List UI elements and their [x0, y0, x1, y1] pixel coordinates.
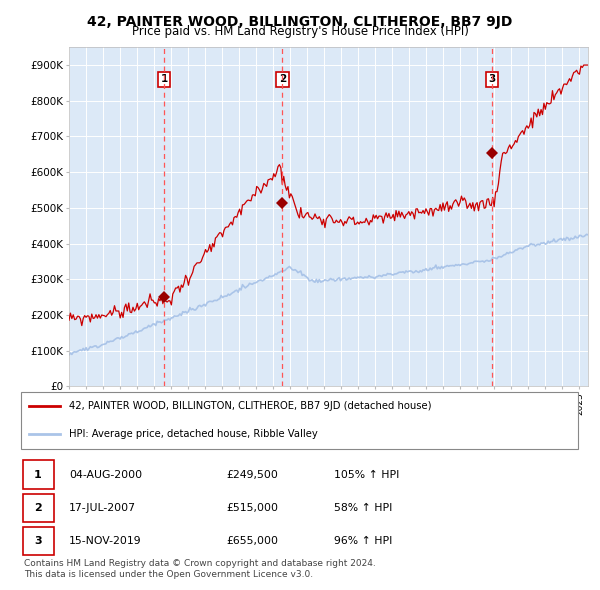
Text: 04-AUG-2000: 04-AUG-2000: [69, 470, 142, 480]
Text: £249,500: £249,500: [227, 470, 278, 480]
Text: 17-JUL-2007: 17-JUL-2007: [69, 503, 136, 513]
Text: £515,000: £515,000: [227, 503, 278, 513]
Text: 2: 2: [279, 74, 286, 84]
Text: 58% ↑ HPI: 58% ↑ HPI: [334, 503, 392, 513]
Text: HPI: Average price, detached house, Ribble Valley: HPI: Average price, detached house, Ribb…: [69, 429, 317, 439]
Text: 96% ↑ HPI: 96% ↑ HPI: [334, 536, 392, 546]
Text: 3: 3: [34, 536, 42, 546]
FancyBboxPatch shape: [23, 493, 53, 523]
Text: £655,000: £655,000: [227, 536, 278, 546]
Text: Contains HM Land Registry data © Crown copyright and database right 2024.
This d: Contains HM Land Registry data © Crown c…: [23, 559, 376, 579]
Text: 1: 1: [34, 470, 42, 480]
Text: 3: 3: [488, 74, 496, 84]
FancyBboxPatch shape: [23, 526, 53, 556]
Text: 42, PAINTER WOOD, BILLINGTON, CLITHEROE, BB7 9JD (detached house): 42, PAINTER WOOD, BILLINGTON, CLITHEROE,…: [69, 401, 431, 411]
Text: 42, PAINTER WOOD, BILLINGTON, CLITHEROE, BB7 9JD: 42, PAINTER WOOD, BILLINGTON, CLITHEROE,…: [88, 15, 512, 29]
FancyBboxPatch shape: [21, 392, 578, 449]
Text: Price paid vs. HM Land Registry's House Price Index (HPI): Price paid vs. HM Land Registry's House …: [131, 25, 469, 38]
Text: 2: 2: [34, 503, 42, 513]
FancyBboxPatch shape: [23, 460, 53, 490]
Text: 15-NOV-2019: 15-NOV-2019: [69, 536, 142, 546]
Text: 1: 1: [160, 74, 168, 84]
Text: 105% ↑ HPI: 105% ↑ HPI: [334, 470, 399, 480]
